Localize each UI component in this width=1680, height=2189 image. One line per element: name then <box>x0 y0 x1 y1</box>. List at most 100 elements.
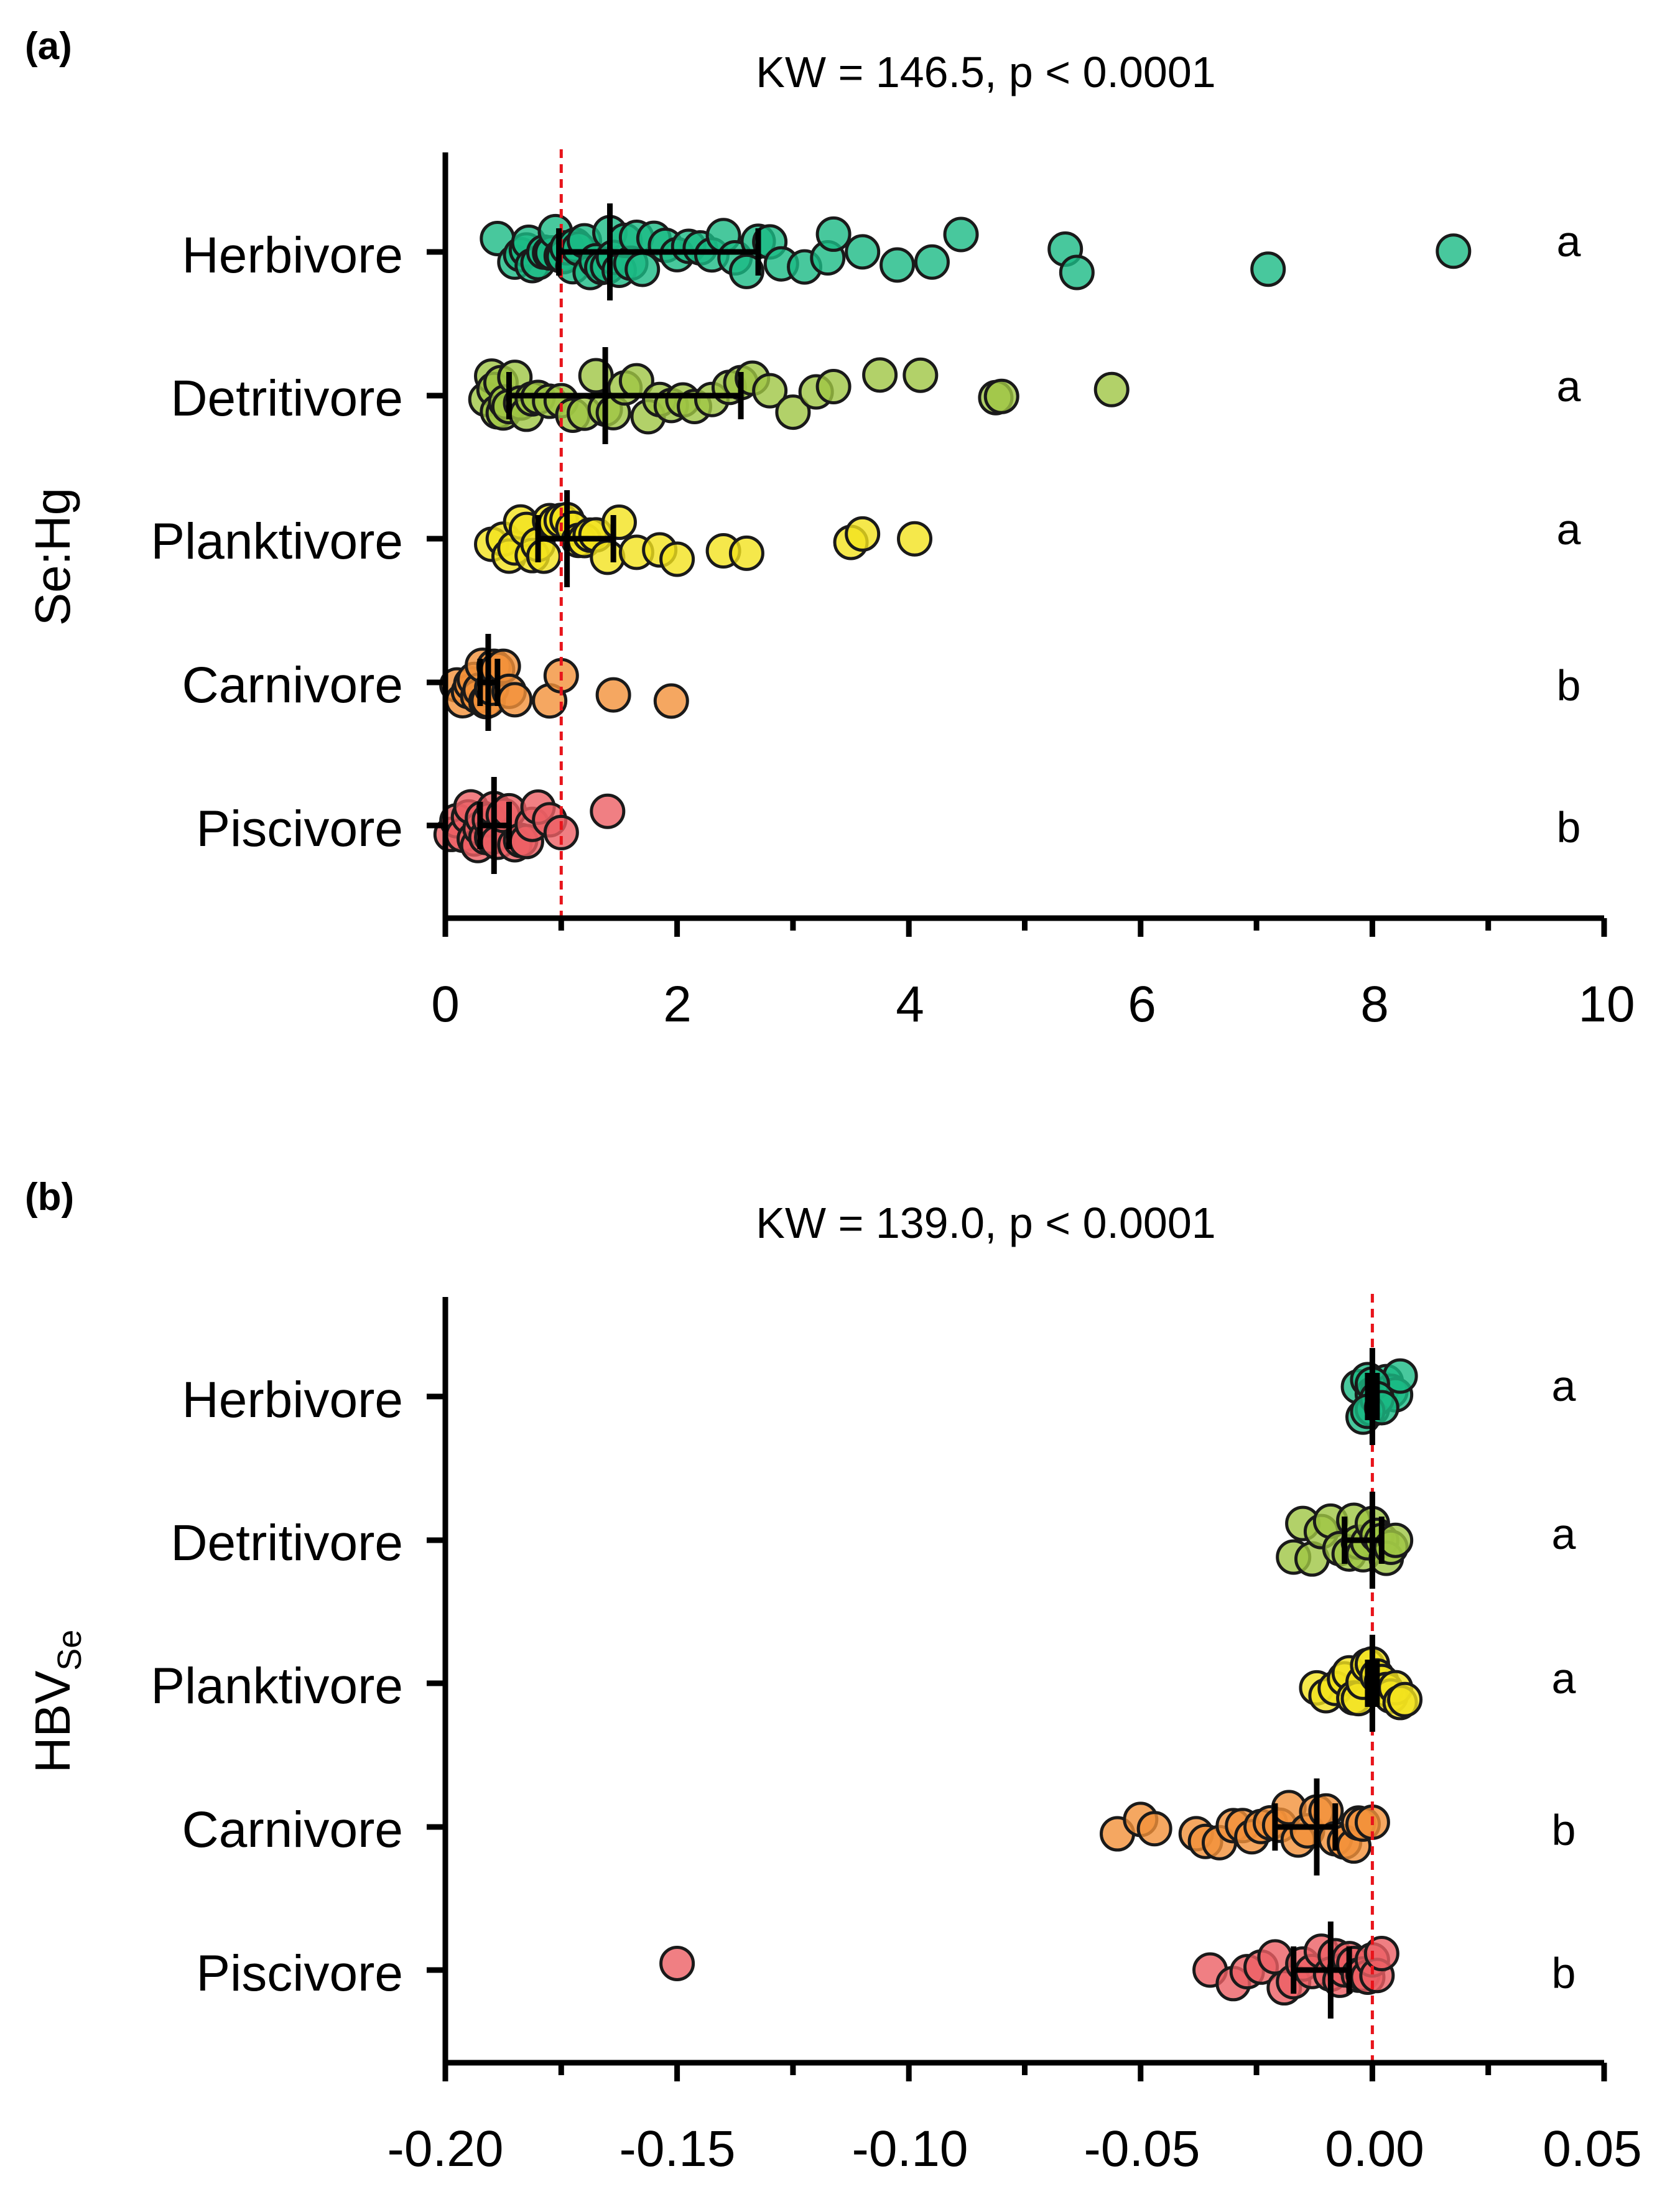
panel-a-point-planktivore-24 <box>728 535 764 571</box>
panel-a-point-detritivore-38 <box>983 378 1019 414</box>
panel-b-letter-piscivore: b <box>1552 1949 1576 1997</box>
panel-b-letter-herbivore: a <box>1552 1362 1576 1410</box>
panel-b-category-planktivore: Planktivore <box>151 1658 403 1714</box>
panel-b-letter: (b) <box>25 1176 74 1219</box>
panel-a-point-piscivore-23 <box>590 793 626 829</box>
panel-b-letter-carnivore: b <box>1552 1806 1576 1854</box>
panel-b-significance-letters: a a a b b <box>1552 1362 1576 1997</box>
panel-a-iqr-herbivore <box>556 203 761 300</box>
panel-b-point-piscivore-0 <box>659 1945 695 1981</box>
panel-b-ylabel: HBVSe <box>25 1630 88 1773</box>
panel-b-category-herbivore: Herbivore <box>182 1372 403 1428</box>
panel-a-x-tickmarks <box>442 918 1607 937</box>
panel-a-xtick-2: 2 <box>663 976 692 1033</box>
panel-a-point-herbivore-49 <box>1059 254 1095 290</box>
panel-b-category-detritivore: Detritivore <box>170 1515 403 1571</box>
panel-a-point-herbivore-43 <box>815 216 852 252</box>
panel-a-point-herbivore-37 <box>728 253 764 289</box>
panel-a-iqr-carnivore <box>477 634 501 731</box>
panel-a-letter-detritivore: a <box>1557 362 1581 411</box>
panel-b-xtick-m005: -0.05 <box>1084 2121 1200 2177</box>
panel-a-y-tickmarks <box>427 249 445 829</box>
panel-a-letter-herbivore: a <box>1557 217 1581 266</box>
panel-b-series-planktivore <box>1299 1646 1423 1721</box>
panel-a-letter-carnivore: b <box>1557 661 1581 710</box>
panel-b-category-carnivore: Carnivore <box>182 1801 403 1858</box>
panel-a-x-ticks: 0 2 4 6 8 10 <box>431 976 1635 1033</box>
panel-a-category-carnivore: Carnivore <box>182 657 403 713</box>
panel-a-point-planktivore-22 <box>659 541 695 577</box>
panel-a: (a) KW = 146.5, p < 0.0001 Se:Hg Herbivo… <box>25 25 1635 1033</box>
panel-a-point-planktivore-8 <box>526 538 562 574</box>
panel-a-category-herbivore: Herbivore <box>182 227 403 284</box>
panel-b-point-piscivore-22 <box>1363 1935 1399 1971</box>
panel-a-point-herbivore-50 <box>1250 251 1286 287</box>
panel-a-xtick-0: 0 <box>431 976 460 1033</box>
panel-b: (b) KW = 139.0, p < 0.0001 HBVSe Herbivo… <box>25 1176 1642 2177</box>
panel-a-series-herbivore <box>480 213 1472 290</box>
panel-a-letter-planktivore: a <box>1557 505 1581 554</box>
panel-b-x-ticks: -0.20 -0.15 -0.10 -0.05 0.00 0.05 <box>388 2121 1642 2177</box>
panel-b-point-carnivore-2 <box>1136 1811 1172 1847</box>
panel-a-point-detritivore-39 <box>1093 371 1130 407</box>
panel-b-median-iqr <box>1272 1348 1385 2019</box>
panel-b-series-piscivore <box>659 1933 1399 2006</box>
panel-b-xtick-000: 0.00 <box>1325 2121 1424 2177</box>
panel-b-category-labels: Herbivore Detritivore Planktivore Carniv… <box>151 1372 403 2002</box>
panel-b-letter-planktivore: a <box>1552 1654 1576 1703</box>
panel-a-category-planktivore: Planktivore <box>151 513 403 570</box>
panel-a-category-detritivore: Detritivore <box>170 370 403 427</box>
panel-a-point-detritivore-32 <box>775 394 811 430</box>
panel-a-xtick-6: 6 <box>1128 976 1156 1033</box>
panel-a-significance-letters: a a a b b <box>1557 217 1581 852</box>
panel-b-iqr-carnivore <box>1272 1778 1339 1875</box>
panel-a-category-piscivore: Piscivore <box>196 801 403 857</box>
panel-a-title: KW = 146.5, p < 0.0001 <box>756 48 1215 96</box>
panel-a-point-carnivore-19 <box>653 683 689 719</box>
panel-b-category-piscivore: Piscivore <box>196 1945 403 2002</box>
panel-a-point-herbivore-47 <box>943 216 979 253</box>
panel-a-letter: (a) <box>25 25 72 68</box>
panel-a-xtick-8: 8 <box>1360 976 1389 1033</box>
panel-a-point-detritivore-35 <box>862 357 898 393</box>
panel-b-iqr-herbivore <box>1365 1348 1380 1445</box>
panel-b-iqr-detritivore <box>1342 1492 1385 1589</box>
panel-b-series-carnivore <box>1100 1790 1390 1864</box>
panel-a-point-herbivore-51 <box>1436 233 1472 269</box>
panel-b-points <box>659 1358 1423 2006</box>
panel-a-iqr-planktivore <box>535 490 616 587</box>
panel-b-ylabel-main: HBV <box>25 1670 80 1773</box>
panel-b-iqr-piscivore <box>1291 1922 1352 2019</box>
panel-a-point-piscivore-22 <box>543 814 579 850</box>
panel-a-point-planktivore-27 <box>897 521 933 557</box>
panel-a-point-planktivore-26 <box>845 516 881 552</box>
panel-a-point-herbivore-44 <box>845 234 881 270</box>
panel-a-point-detritivore-36 <box>903 357 939 393</box>
panel-a-point-carnivore-15 <box>497 682 533 718</box>
panel-b-point-planktivore-16 <box>1387 1681 1423 1717</box>
panel-a-letter-piscivore: b <box>1557 803 1581 852</box>
panel-b-y-tickmarks <box>427 1393 445 1973</box>
panel-a-category-labels: Herbivore Detritivore Planktivore Carniv… <box>151 227 403 857</box>
panel-b-xtick-m020: -0.20 <box>388 2121 504 2177</box>
panel-b-title: KW = 139.0, p < 0.0001 <box>756 1199 1215 1247</box>
panel-a-point-planktivore-19 <box>601 504 637 541</box>
panel-a-point-detritivore-31 <box>752 373 788 409</box>
panel-b-xtick-005: 0.05 <box>1543 2121 1642 2177</box>
panel-a-ylabel: Se:Hg <box>25 488 80 626</box>
panel-a-point-planktivore-18 <box>590 539 626 575</box>
panel-a-point-carnivore-18 <box>595 677 631 713</box>
panel-a-point-herbivore-45 <box>879 247 916 283</box>
panel-b-ylabel-subscript: Se <box>51 1630 88 1671</box>
panel-a-xtick-10: 10 <box>1578 976 1635 1033</box>
panel-a-point-herbivore-46 <box>914 244 950 280</box>
panel-a-median-iqr <box>477 203 761 874</box>
panel-a-iqr-detritivore <box>506 347 744 444</box>
panel-a-point-detritivore-34 <box>815 368 852 404</box>
panel-b-xtick-m015: -0.15 <box>620 2121 736 2177</box>
panel-a-xtick-4: 4 <box>896 976 924 1033</box>
panel-b-letter-detritivore: a <box>1552 1510 1576 1558</box>
panel-a-series-piscivore <box>433 789 626 863</box>
panel-b-iqr-planktivore <box>1365 1635 1380 1732</box>
